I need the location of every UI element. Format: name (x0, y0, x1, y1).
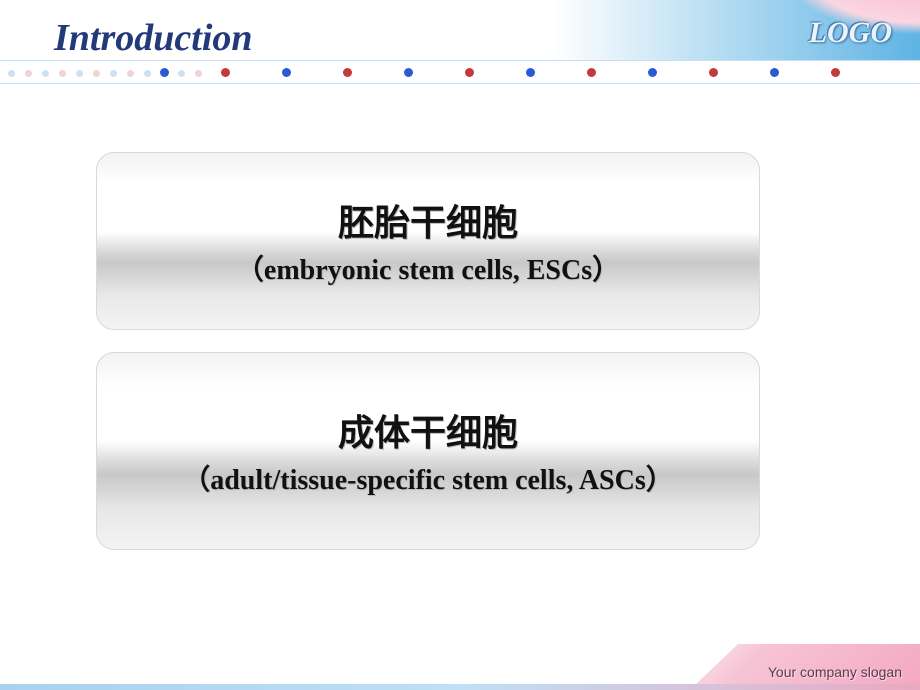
main-dot-row (160, 68, 840, 77)
logo-text: LOGO (809, 16, 892, 50)
card-subtitle-en: （adult/tissue-specific stem cells, ASCs） (182, 458, 674, 498)
divider-dot (770, 68, 779, 77)
pale-dot (127, 70, 134, 77)
pale-dot (8, 70, 15, 77)
card-title-cn: 胚胎干细胞 (338, 194, 518, 246)
divider-dot (282, 68, 291, 77)
divider-dot (831, 68, 840, 77)
divider-dot (526, 68, 535, 77)
divider-dot (343, 68, 352, 77)
card-embryonic-stem-cells: 胚胎干细胞 （embryonic stem cells, ESCs） (96, 152, 760, 330)
divider-dot (587, 68, 596, 77)
footer-slogan: Your company slogan (768, 664, 902, 680)
divider-dot (221, 68, 230, 77)
divider-dot (648, 68, 657, 77)
card-title-cn: 成体干细胞 (338, 404, 518, 456)
divider-dot (465, 68, 474, 77)
header-bar: Introduction LOGO (0, 0, 920, 60)
card-adult-stem-cells: 成体干细胞 （adult/tissue-specific stem cells,… (96, 352, 760, 550)
divider-dot (709, 68, 718, 77)
pale-dot (110, 70, 117, 77)
divider-dot (160, 68, 169, 77)
dot-divider (0, 60, 920, 84)
divider-dot (404, 68, 413, 77)
pale-dot (76, 70, 83, 77)
pale-dot (93, 70, 100, 77)
pale-dot (144, 70, 151, 77)
card-subtitle-en: （embryonic stem cells, ESCs） (236, 248, 620, 288)
page-title: Introduction (54, 16, 253, 60)
pale-dot (59, 70, 66, 77)
footer: Your company slogan (0, 642, 920, 690)
pale-dot (25, 70, 32, 77)
pale-dot (42, 70, 49, 77)
